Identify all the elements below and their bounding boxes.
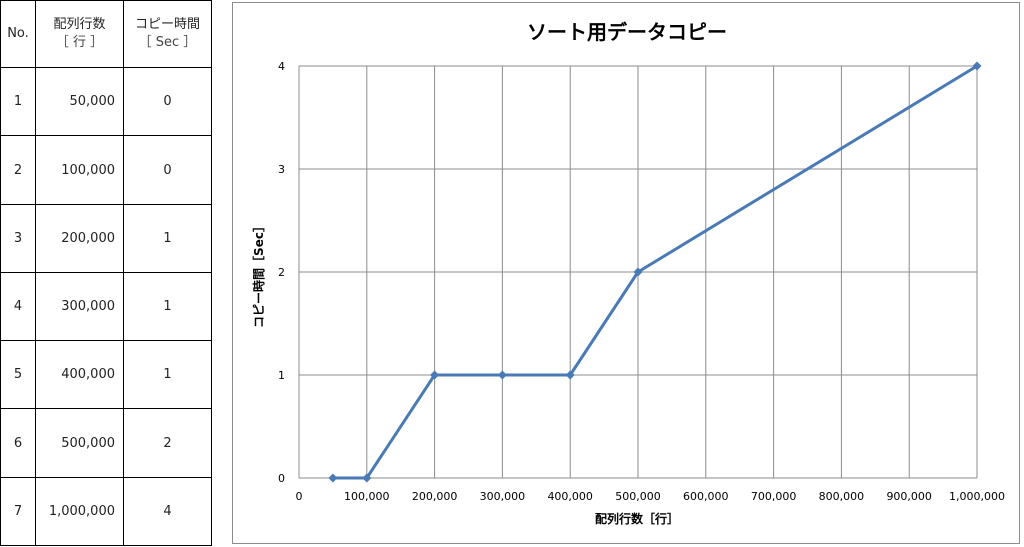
cell-rows: 500,000 <box>35 408 124 478</box>
data-table: No. 配列行数 ［ 行 ］ コピー時間 ［ Sec ］ 1 50,000 0 … <box>0 0 212 547</box>
x-tick-label: 300,000 <box>480 490 526 503</box>
x-tick-label: 1,000,000 <box>949 490 1005 503</box>
cell-no: 4 <box>0 271 36 342</box>
y-tick-label: 4 <box>278 60 285 73</box>
series-layer <box>328 61 982 483</box>
cell-rows: 50,000 <box>35 67 124 137</box>
y-tick-label: 2 <box>278 266 285 279</box>
header-rows-unit: ［ 行 ］ <box>55 35 104 51</box>
x-tick-label: 800,000 <box>819 490 865 503</box>
cell-no: 3 <box>0 203 36 273</box>
table-row: 3 200,000 1 <box>0 203 212 273</box>
cell-sec: 0 <box>123 67 212 137</box>
x-tick-label: 500,000 <box>615 490 661 503</box>
y-tick-label: 1 <box>278 369 285 382</box>
data-point <box>633 267 643 277</box>
table-row: 7 1,000,000 4 <box>0 476 212 547</box>
cell-no: 7 <box>0 476 36 547</box>
x-tick-label: 0 <box>296 490 303 503</box>
y-axis-label: コピー時間［Sec］ <box>251 220 266 328</box>
x-tick-label: 400,000 <box>547 490 593 503</box>
cell-sec: 1 <box>123 271 212 342</box>
chart-title: ソート用データコピー <box>527 20 727 44</box>
data-point <box>972 61 982 71</box>
data-point <box>328 473 338 483</box>
line-chart: ソート用データコピー 0 100,000 200,000 300,000 400,000… <box>251 20 1005 526</box>
cell-rows: 300,000 <box>35 271 124 342</box>
cell-sec: 0 <box>123 135 212 205</box>
header-sec: コピー時間 ［ Sec ］ <box>123 0 212 69</box>
y-tick-label: 0 <box>278 472 285 485</box>
cell-rows: 100,000 <box>35 135 124 205</box>
data-point <box>565 370 575 380</box>
cell-rows: 200,000 <box>35 203 124 273</box>
chart-area: ソート用データコピー 0 100,000 200,000 300,000 400,000… <box>232 2 1020 544</box>
cell-sec: 4 <box>123 476 212 547</box>
table-header-row: No. 配列行数 ［ 行 ］ コピー時間 ［ Sec ］ <box>0 0 212 69</box>
y-tick-label: 3 <box>278 163 285 176</box>
header-sec-label: コピー時間 <box>134 17 200 33</box>
data-point <box>430 370 440 380</box>
header-rows: 配列行数 ［ 行 ］ <box>35 0 124 69</box>
cell-no: 5 <box>0 340 36 410</box>
table-row: 2 100,000 0 <box>0 135 212 205</box>
x-tick-label: 600,000 <box>683 490 729 503</box>
x-axis-label: 配列行数［行］ <box>595 511 679 526</box>
table-row: 4 300,000 1 <box>0 271 212 342</box>
cell-no: 6 <box>0 408 36 478</box>
x-tick-label: 900,000 <box>886 490 932 503</box>
header-rows-label: 配列行数 <box>53 17 106 33</box>
x-tick-label: 200,000 <box>412 490 458 503</box>
tick-layer: 0 100,000 200,000 300,000 400,000 500,000 600,… <box>278 60 1005 503</box>
header-no-label: No. <box>7 26 29 42</box>
cell-sec: 1 <box>123 203 212 273</box>
table-row: 6 500,000 2 <box>0 408 212 478</box>
data-point <box>497 370 507 380</box>
data-point <box>362 473 372 483</box>
x-tick-label: 100,000 <box>344 490 390 503</box>
table-row: 5 400,000 1 <box>0 340 212 410</box>
cell-sec: 1 <box>123 340 212 410</box>
cell-rows: 400,000 <box>35 340 124 410</box>
x-tick-label: 700,000 <box>751 490 797 503</box>
cell-no: 1 <box>0 67 36 137</box>
header-sec-unit: ［ Sec ］ <box>138 35 197 51</box>
header-no: No. <box>0 0 36 69</box>
cell-rows: 1,000,000 <box>35 476 124 547</box>
cell-sec: 2 <box>123 408 212 478</box>
table-row: 1 50,000 0 <box>0 67 212 137</box>
cell-no: 2 <box>0 135 36 205</box>
